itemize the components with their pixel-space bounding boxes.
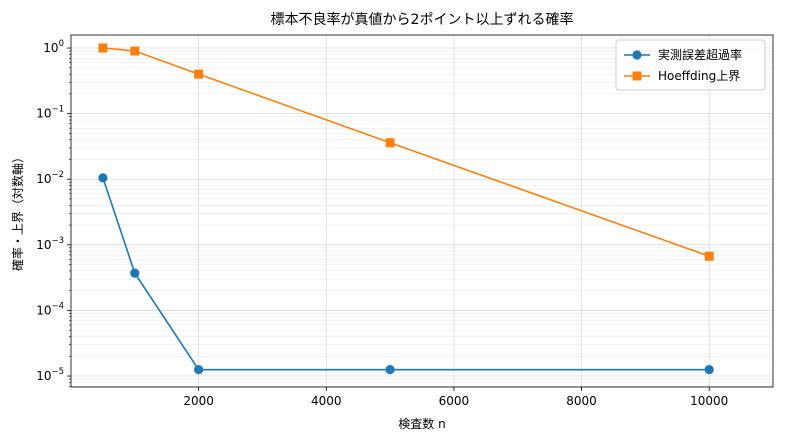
series-2	[98, 43, 714, 261]
y-tick-label-exponent: 0	[59, 39, 64, 49]
data-point	[194, 69, 204, 79]
x-axis-title: 検査数 n	[398, 416, 445, 431]
y-tick-label-exponent: −2	[51, 170, 64, 180]
data-point	[98, 173, 108, 183]
data-point	[385, 365, 395, 375]
series-layer	[98, 43, 714, 375]
y-tick-label-base: 10	[36, 172, 51, 186]
data-point	[98, 43, 108, 53]
y-tick-label-base: 10	[36, 303, 51, 317]
legend-label: Hoeffding上界	[658, 69, 740, 83]
x-tick-label: 4000	[311, 394, 342, 408]
y-tick-label-base: 10	[43, 41, 58, 55]
legend-label: 実測誤差超過率	[658, 47, 742, 62]
x-tick-label: 8000	[566, 394, 597, 408]
legend: 実測誤差超過率 Hoeffding上界	[615, 39, 766, 91]
y-tick-label: 100	[43, 39, 64, 55]
legend-marker	[632, 50, 642, 60]
y-tick-label: 10−4	[36, 301, 64, 317]
y-tick-label-base: 10	[36, 238, 51, 252]
legend-box	[615, 39, 766, 91]
legend-marker	[632, 71, 642, 81]
data-point	[704, 251, 714, 261]
data-point	[130, 268, 140, 278]
y-tick-label-exponent: −5	[51, 367, 64, 377]
x-tick-label: 10000	[690, 394, 728, 408]
legend-item: 実測誤差超過率	[624, 47, 742, 62]
y-tick-label-base: 10	[36, 369, 51, 383]
series-line	[102, 177, 710, 371]
legend-item: Hoeffding上界	[624, 69, 740, 83]
axis-ticks: 2000 4000 6000 8000 1000010−510−410−310−210−…	[36, 39, 728, 408]
y-tick-label: 10−2	[36, 170, 64, 186]
plot-frame	[70, 34, 774, 388]
y-tick-label: 10−5	[36, 367, 64, 383]
x-tick-label: 6000	[439, 394, 470, 408]
data-point	[704, 365, 714, 375]
y-tick-label-exponent: −3	[51, 236, 64, 246]
y-tick-label-base: 10	[36, 107, 51, 121]
y-tick-label: 10−1	[36, 105, 64, 121]
data-point	[385, 138, 395, 148]
y-tick-label: 10−3	[36, 236, 64, 252]
series-1	[98, 173, 714, 375]
y-axis-title: 確率・上界（対数軸）	[10, 151, 25, 271]
x-tick-label: 2000	[183, 394, 214, 408]
y-tick-label-exponent: −1	[51, 105, 64, 115]
data-point	[194, 365, 204, 375]
chart-title: 標本不良率が真値から2ポイント以上ずれる確率	[271, 11, 574, 28]
y-tick-label-exponent: −4	[51, 301, 64, 311]
data-point	[130, 46, 140, 56]
